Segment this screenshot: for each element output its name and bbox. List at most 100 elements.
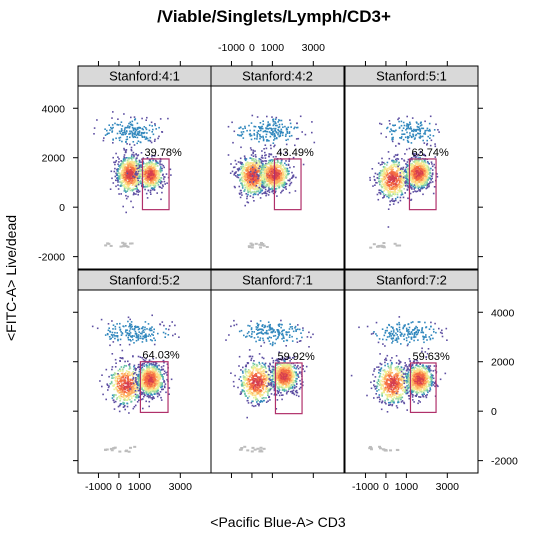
event-point [112, 139, 114, 141]
event-point [431, 140, 433, 142]
event-point [115, 362, 117, 364]
event-point [284, 182, 286, 184]
event-point [260, 130, 262, 132]
event-point [147, 176, 149, 178]
event-point [257, 189, 259, 191]
event-point [160, 166, 162, 168]
event-point [394, 160, 396, 162]
event-point [148, 185, 150, 187]
event-point [107, 389, 109, 391]
event-point [284, 169, 286, 171]
event-point [423, 128, 425, 130]
event-point [126, 131, 128, 133]
event-point [145, 168, 147, 170]
event-point [294, 145, 296, 147]
event-point [389, 120, 391, 122]
event-point [133, 366, 135, 368]
event-point [143, 396, 145, 398]
event-point [118, 158, 120, 160]
event-point [421, 165, 423, 167]
event-point [128, 394, 130, 396]
event-point [384, 176, 386, 178]
event-point [251, 160, 253, 162]
event-point [407, 161, 409, 163]
event-point [406, 176, 408, 178]
event-point [401, 158, 403, 160]
event-point [123, 173, 125, 175]
event-point [93, 133, 95, 135]
event-point [161, 369, 163, 371]
event-point [254, 130, 256, 132]
event-point [428, 179, 430, 181]
event-point [403, 122, 405, 124]
event-point [411, 128, 413, 130]
event-point [138, 167, 140, 169]
event-point [268, 125, 270, 127]
event-point [120, 137, 122, 139]
event-point [228, 126, 230, 128]
event-point [122, 166, 124, 168]
event-point [389, 158, 391, 160]
event-point [289, 192, 291, 194]
event-point [133, 137, 135, 139]
event-point [391, 195, 393, 197]
event-point [260, 126, 262, 128]
event-point [262, 186, 264, 188]
event-point [433, 193, 435, 195]
event-point [136, 165, 138, 167]
event-point [266, 134, 268, 136]
event-point [427, 143, 429, 145]
event-point [250, 195, 252, 197]
event-point [130, 368, 132, 370]
event-point [235, 175, 237, 177]
event-point [238, 127, 240, 129]
event-point [108, 124, 110, 126]
event-point [385, 169, 387, 171]
event-point [242, 168, 244, 170]
event-point [241, 183, 243, 185]
event-point [434, 143, 436, 145]
event-point [259, 162, 261, 164]
event-point [249, 181, 251, 183]
event-point [124, 170, 126, 172]
event-point [288, 160, 290, 162]
event-point [136, 187, 138, 189]
event-point [244, 181, 246, 183]
offscale-event [110, 448, 113, 450]
event-point [387, 162, 389, 164]
event-point [131, 150, 133, 152]
event-point [135, 397, 137, 399]
event-point [269, 192, 271, 194]
event-point [126, 149, 128, 151]
event-point [119, 400, 121, 402]
event-point [422, 136, 424, 138]
event-point [118, 188, 120, 190]
event-point [157, 178, 159, 180]
event-point [263, 139, 265, 141]
event-point [150, 174, 152, 176]
event-point [260, 197, 262, 199]
event-point [148, 406, 150, 408]
event-point [256, 161, 258, 163]
event-point [237, 134, 239, 136]
event-point [157, 170, 159, 172]
event-point [120, 174, 122, 176]
event-point [125, 190, 127, 192]
event-point [144, 169, 146, 171]
event-point [109, 129, 111, 131]
event-point [135, 174, 137, 176]
event-point [387, 184, 389, 186]
event-point [238, 170, 240, 172]
event-point [372, 185, 374, 187]
event-point [397, 173, 399, 175]
event-point [403, 133, 405, 135]
event-point [252, 164, 254, 166]
event-point [282, 135, 284, 137]
event-point [247, 174, 249, 176]
event-point [259, 182, 261, 184]
event-point [123, 160, 125, 162]
event-point [132, 184, 134, 186]
event-point [148, 190, 150, 192]
event-point [418, 129, 420, 131]
offscale-event [124, 243, 127, 245]
